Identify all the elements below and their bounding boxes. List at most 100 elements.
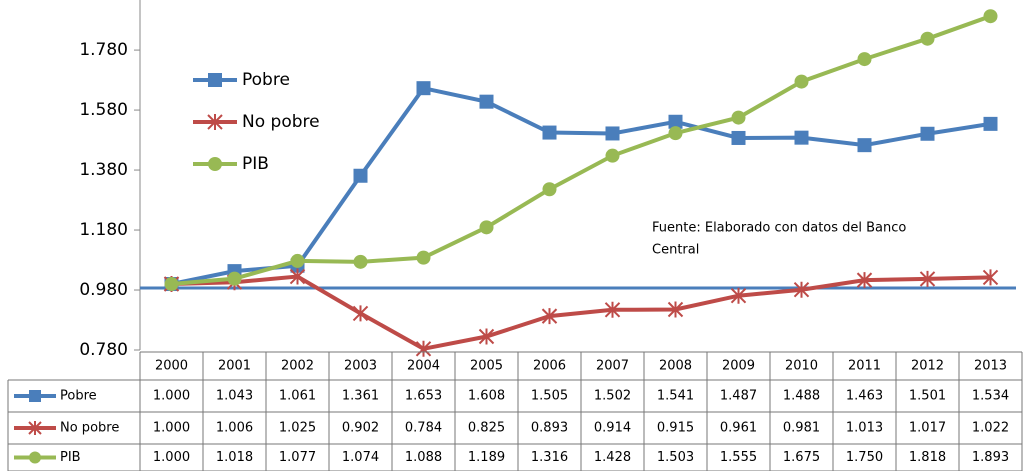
table-cell: 1.675 (783, 450, 820, 465)
legend-marker (208, 157, 222, 171)
data-point (479, 220, 494, 235)
data-point (983, 116, 998, 131)
y-tick-label: 0.980 (79, 280, 128, 300)
data-point (164, 277, 179, 292)
table-cell: 1.503 (657, 450, 694, 465)
table-cell: 0.902 (342, 421, 379, 436)
data-point (793, 281, 810, 298)
table-cell: 1.428 (594, 450, 631, 465)
table-cell: 1.488 (783, 389, 820, 404)
x-tick-label: 2000 (155, 359, 188, 374)
series-line (171, 85, 991, 286)
table-cell: 1.077 (279, 450, 316, 465)
data-point (478, 328, 495, 345)
legend-label: PIB (242, 154, 269, 174)
x-tick-label: 2012 (911, 359, 944, 374)
data-point (479, 94, 494, 109)
data-point (416, 250, 431, 265)
series-line (171, 274, 991, 351)
data-point (289, 268, 306, 285)
y-tick-label: 1.580 (79, 100, 128, 120)
x-tick-label: 2006 (533, 359, 566, 374)
x-tick-label: 2011 (848, 359, 881, 374)
table-cell: 1.013 (846, 421, 883, 436)
data-point (542, 125, 557, 140)
table-cell: 1.893 (972, 450, 1009, 465)
table-cell: 0.893 (531, 421, 568, 436)
x-tick-label: 2008 (659, 359, 692, 374)
x-tick-label: 2003 (344, 359, 377, 374)
table-cell: 1.061 (279, 389, 316, 404)
table-cell: 0.784 (405, 421, 442, 436)
data-point (983, 9, 998, 24)
table-cell: 1.316 (531, 450, 568, 465)
legend-marker (29, 451, 41, 464)
data-point (667, 301, 684, 318)
annotation: Fuente: Elaborado con datos del Banco (652, 221, 906, 236)
y-tick-label: 1.180 (79, 220, 128, 240)
table-cell: 1.006 (216, 421, 253, 436)
data-point (604, 301, 621, 318)
legend-marker (29, 390, 41, 402)
data-point (541, 308, 558, 325)
table-cell: 0.825 (468, 421, 505, 436)
table-cell: 1.022 (972, 421, 1009, 436)
data-point (730, 287, 747, 304)
data-point (290, 253, 305, 268)
data-point (605, 126, 620, 141)
data-point (731, 130, 746, 145)
legend-label: Pobre (242, 70, 290, 90)
annotation: Central (652, 243, 699, 258)
y-tick-label: 1.380 (79, 160, 128, 180)
data-point (353, 254, 368, 269)
table-cell: 1.505 (531, 389, 568, 404)
data-point (919, 270, 936, 287)
legend-marker (28, 421, 42, 435)
series-line (171, 14, 992, 287)
data-point (668, 114, 683, 129)
table-cell: 1.541 (657, 389, 694, 404)
y-tick-label: 1.780 (79, 40, 128, 60)
data-point (857, 52, 872, 67)
data-point (982, 269, 999, 286)
data-point (416, 81, 431, 96)
data-point (227, 271, 242, 286)
legend-label: PIB (60, 450, 81, 465)
y-tick-label: 0.780 (79, 340, 128, 360)
x-tick-label: 2002 (281, 359, 314, 374)
table-cell: 1.000 (153, 389, 190, 404)
table-cell: 1.487 (720, 389, 757, 404)
table-cell: 1.818 (909, 450, 946, 465)
data-point (668, 126, 683, 141)
table-cell: 0.961 (720, 421, 757, 436)
x-tick-label: 2009 (722, 359, 755, 374)
data-point (856, 272, 873, 289)
data-point (857, 138, 872, 153)
table-cell: 1.361 (342, 389, 379, 404)
data-point (353, 168, 368, 183)
table-cell: 1.017 (909, 421, 946, 436)
table-cell: 1.555 (720, 450, 757, 465)
data-point (352, 305, 369, 322)
table-cell: 1.534 (972, 389, 1009, 404)
table-cell: 1.463 (846, 389, 883, 404)
table-cell: 0.981 (783, 421, 820, 436)
table-cell: 1.189 (468, 450, 505, 465)
data-point (605, 148, 620, 163)
legend-label: No pobre (60, 421, 119, 436)
table-cell: 1.088 (405, 450, 442, 465)
table-cell: 0.914 (594, 421, 631, 436)
table-cell: 1.653 (405, 389, 442, 404)
legend-label: Pobre (60, 389, 97, 404)
table-cell: 1.750 (846, 450, 883, 465)
table-cell: 1.043 (216, 389, 253, 404)
table-cell: 1.025 (279, 421, 316, 436)
x-tick-label: 2007 (596, 359, 629, 374)
table-cell: 1.608 (468, 389, 505, 404)
data-point (415, 340, 432, 357)
legend-label: No pobre (242, 112, 320, 132)
x-tick-label: 2010 (785, 359, 818, 374)
data-point (731, 110, 746, 125)
x-tick-label: 2004 (407, 359, 440, 374)
table-cell: 1.501 (909, 389, 946, 404)
